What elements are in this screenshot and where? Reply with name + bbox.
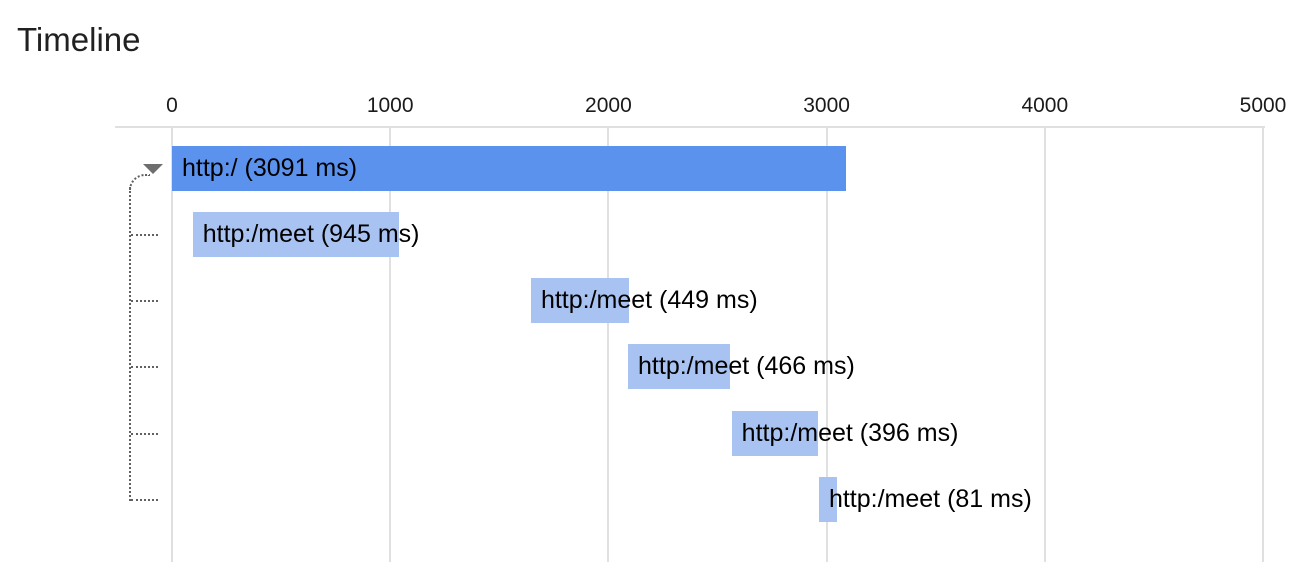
timeline-span-bar[interactable]: [731, 410, 819, 456]
gridline: [389, 126, 392, 562]
axis-tick-label: 0: [166, 94, 178, 117]
connector-branch: [131, 234, 158, 236]
axis-line: [115, 126, 1265, 128]
gridline: [825, 126, 828, 562]
timeline-span-bar-parent[interactable]: [172, 145, 847, 191]
timeline-span-bar[interactable]: [530, 278, 629, 324]
span-label: http:/ (3091 ms): [182, 153, 358, 182]
timeline-span-bar[interactable]: [192, 212, 399, 257]
axis-tick-label: 3000: [803, 94, 850, 117]
gridline: [607, 126, 610, 562]
span-label: http:/meet (81 ms): [828, 484, 1032, 513]
axis-tick-label: 5000: [1239, 94, 1287, 117]
axis-tick-label: 4000: [1021, 94, 1069, 117]
connector-branch: [131, 498, 158, 501]
span-label: http:/meet (449 ms): [540, 286, 758, 315]
span-label: http:/meet (945 ms): [202, 220, 420, 248]
timeline-span-bar[interactable]: [818, 476, 837, 522]
span-label: http:/meet (396 ms): [741, 418, 959, 447]
connector-branch: [131, 366, 158, 369]
axis-tick-label: 2000: [585, 94, 632, 117]
connector-branch: [131, 300, 158, 303]
axis-tick-label: 1000: [366, 94, 414, 117]
gridline: [1043, 126, 1046, 562]
timeline-span-bar[interactable]: [628, 344, 730, 390]
connector-trunk: [129, 187, 131, 501]
connector-curve: [129, 174, 150, 190]
gridline: [1262, 126, 1264, 562]
span-label: http:/meet (466 ms): [638, 352, 855, 381]
collapse-arrow-icon[interactable]: [143, 164, 163, 174]
gridline: [171, 126, 173, 562]
page-title: Timeline: [17, 21, 141, 58]
connector-branch: [131, 432, 158, 435]
